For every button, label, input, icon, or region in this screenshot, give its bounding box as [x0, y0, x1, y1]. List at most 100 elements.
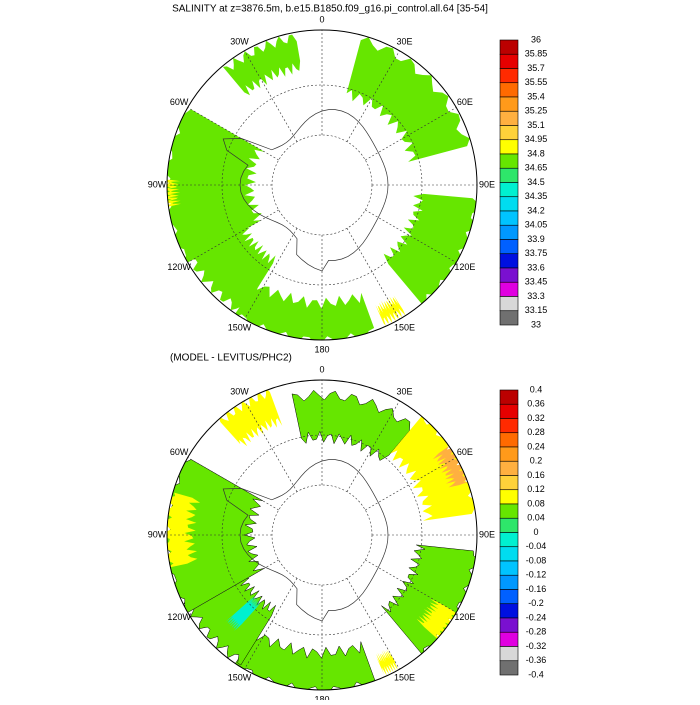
- meridian-line: [244, 50, 298, 142]
- colorbar-label: 35.55: [525, 77, 548, 87]
- colorbar-box: [499, 418, 519, 434]
- longitude-label: 120W: [167, 262, 191, 272]
- colorbar-box: [499, 546, 519, 562]
- colorbar-label: -0.04: [526, 541, 547, 551]
- colorbar-box: [499, 646, 519, 662]
- colorbar-label: 34.5: [527, 177, 545, 187]
- colorbar-label: 35.7: [527, 63, 545, 73]
- colorbar-box: [499, 403, 519, 419]
- colorbar-label: 0.24: [527, 441, 545, 451]
- colorbar-box: [499, 589, 519, 605]
- meridian-line: [365, 209, 457, 263]
- field-region: [218, 388, 283, 447]
- colorbar-label: 0.08: [527, 498, 545, 508]
- colorbar-label: 33.6: [527, 262, 545, 272]
- longitude-label: 150W: [228, 672, 252, 682]
- colorbar-label: -0.16: [526, 584, 547, 594]
- longitude-label: 180: [314, 344, 329, 354]
- colorbar-label: 0.16: [527, 470, 545, 480]
- longitude-label: 30W: [230, 386, 249, 396]
- longitude-label: 120W: [167, 612, 191, 622]
- colorbar-box: [499, 182, 519, 198]
- colorbar-box: [499, 489, 519, 505]
- longitude-label: 30E: [396, 386, 412, 396]
- colorbar-box: [499, 68, 519, 84]
- longitude-label: 60E: [457, 447, 473, 457]
- colorbar-label: 0.32: [527, 413, 545, 423]
- colorbar-label: 0.4: [530, 384, 543, 394]
- colorbar-box: [499, 167, 519, 183]
- colorbar-label: 0.12: [527, 484, 545, 494]
- field-region: [416, 599, 460, 643]
- colorbar-box: [499, 460, 519, 476]
- field-region: [390, 412, 477, 521]
- colorbar-label: 35.1: [527, 120, 545, 130]
- colorbar-label: 34.2: [527, 205, 545, 215]
- colorbar-box: [499, 532, 519, 548]
- map-border: [166, 379, 478, 691]
- colorbar-label: 34.95: [525, 134, 548, 144]
- meridian-line: [346, 400, 400, 492]
- colorbar-box: [499, 617, 519, 633]
- colorbar-label: 0.28: [527, 427, 545, 437]
- colorbar-label: -0.28: [526, 627, 547, 637]
- longitude-label: 150E: [394, 322, 415, 332]
- meridian-line: [244, 578, 298, 670]
- longitude-label: 60W: [170, 447, 189, 457]
- meridian-line: [244, 228, 298, 320]
- longitude-label: 90E: [479, 179, 495, 189]
- field-region: [432, 445, 471, 488]
- meridian-line: [346, 228, 400, 320]
- colorbar-label: 0: [533, 527, 538, 537]
- field-region: [232, 278, 375, 340]
- map-panel: (MODEL - LEVITUS/PHC2) 0 30E 60E 90E 120E 150E…: [148, 353, 547, 705]
- field-region: [375, 295, 406, 326]
- colorbar-box: [499, 210, 519, 226]
- colorbar-label: 33.3: [527, 291, 545, 301]
- colorbar-label: -0.2: [528, 598, 544, 608]
- colorbar-label: 34.35: [525, 191, 548, 201]
- field: [167, 34, 477, 340]
- meridian-line: [365, 107, 457, 161]
- field-region: [167, 179, 181, 208]
- colorbar-box: [499, 110, 519, 126]
- colorbar-box: [499, 281, 519, 297]
- field-region: [346, 37, 470, 162]
- longitude-label: 30E: [396, 36, 412, 46]
- colorbar-box: [499, 153, 519, 169]
- longitude-label: 90W: [148, 179, 167, 189]
- field-region: [291, 389, 411, 461]
- colorbar-box: [499, 96, 519, 112]
- longitude-label: 90E: [479, 529, 495, 539]
- colorbar-box: [499, 296, 519, 312]
- longitude-label: 30W: [230, 36, 249, 46]
- field: [167, 388, 477, 690]
- meridian-line: [346, 50, 400, 142]
- colorbar-box: [499, 253, 519, 269]
- colorbar-box: [499, 196, 519, 212]
- colorbar-label: 34.65: [525, 163, 548, 173]
- colorbar-label: 0.04: [527, 513, 545, 523]
- field-region: [376, 647, 398, 676]
- colorbar-box: [499, 224, 519, 240]
- colorbar-label: -0.36: [526, 655, 547, 665]
- longitude-label: 60E: [457, 97, 473, 107]
- meridian-line: [187, 209, 279, 263]
- map-border: [166, 29, 478, 341]
- longitude-label: 60W: [170, 97, 189, 107]
- map-title: SALINITY at z=3876.5m, b.e15.B1850.f09_g…: [172, 4, 488, 15]
- colorbar-label: 34.05: [525, 220, 548, 230]
- colorbar-label: 35.85: [525, 49, 548, 59]
- colorbar-box: [499, 139, 519, 155]
- colorbar-box: [499, 560, 519, 576]
- meridian-line: [187, 107, 279, 161]
- colorbar-label: -0.08: [526, 555, 547, 565]
- colorbar-label: 33.9: [527, 234, 545, 244]
- colorbar-box: [499, 267, 519, 283]
- meridian-line: [346, 578, 400, 670]
- colorbar-box: [499, 503, 519, 519]
- colorbar-box: [499, 475, 519, 491]
- meridian-line: [365, 457, 457, 511]
- longitude-label: 0: [319, 14, 324, 24]
